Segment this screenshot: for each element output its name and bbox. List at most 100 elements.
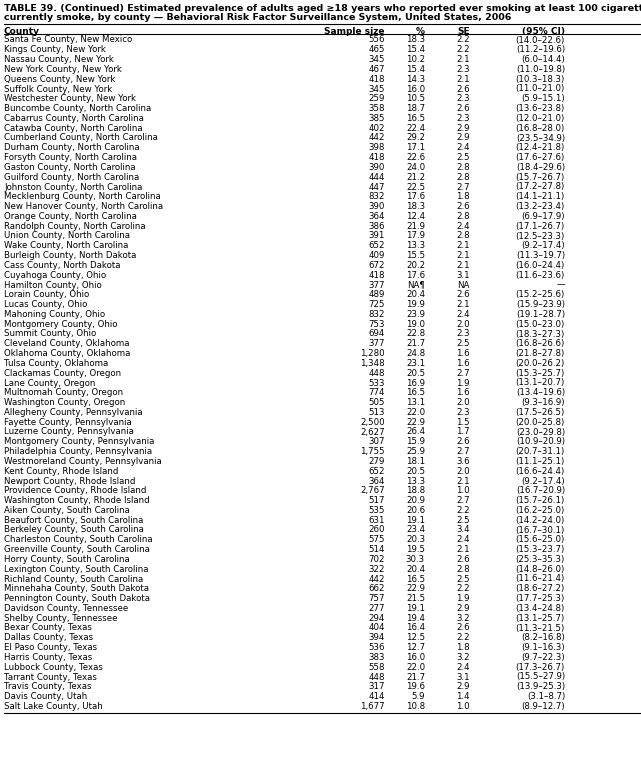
Text: (20.0–25.8): (20.0–25.8) <box>516 418 565 427</box>
Text: 345: 345 <box>369 85 385 94</box>
Text: 672: 672 <box>369 261 385 270</box>
Text: Clackamas County, Oregon: Clackamas County, Oregon <box>4 369 121 378</box>
Text: (15.9–23.9): (15.9–23.9) <box>516 300 565 309</box>
Text: Kent County, Rhode Island: Kent County, Rhode Island <box>4 466 119 475</box>
Text: 2.3: 2.3 <box>456 329 470 338</box>
Text: (10.9–20.9): (10.9–20.9) <box>516 437 565 447</box>
Text: 757: 757 <box>369 594 385 603</box>
Text: 16.9: 16.9 <box>406 379 425 388</box>
Text: Summit County, Ohio: Summit County, Ohio <box>4 329 96 338</box>
Text: (19.1–28.7): (19.1–28.7) <box>516 310 565 319</box>
Text: 390: 390 <box>369 202 385 211</box>
Text: (13.9–25.3): (13.9–25.3) <box>516 682 565 691</box>
Text: (13.4–19.6): (13.4–19.6) <box>516 389 565 397</box>
Text: 22.5: 22.5 <box>406 183 425 191</box>
Text: 17.6: 17.6 <box>406 192 425 201</box>
Text: 386: 386 <box>369 222 385 231</box>
Text: SE: SE <box>458 27 470 36</box>
Text: El Paso County, Texas: El Paso County, Texas <box>4 643 97 652</box>
Text: Tarrant County, Texas: Tarrant County, Texas <box>4 673 97 681</box>
Text: 442: 442 <box>369 575 385 584</box>
Text: 394: 394 <box>369 633 385 642</box>
Text: 10.8: 10.8 <box>406 702 425 711</box>
Text: Durham County, North Carolina: Durham County, North Carolina <box>4 143 140 152</box>
Text: (6.9–17.9): (6.9–17.9) <box>522 212 565 221</box>
Text: Dallas County, Texas: Dallas County, Texas <box>4 633 93 642</box>
Text: 22.9: 22.9 <box>406 584 425 594</box>
Text: Harris County, Texas: Harris County, Texas <box>4 653 92 662</box>
Text: 277: 277 <box>369 604 385 613</box>
Text: 465: 465 <box>369 45 385 54</box>
Text: Cumberland County, North Carolina: Cumberland County, North Carolina <box>4 133 158 142</box>
Text: 13.3: 13.3 <box>406 476 425 485</box>
Text: 2.3: 2.3 <box>456 94 470 104</box>
Text: 2.9: 2.9 <box>456 682 470 691</box>
Text: 3.6: 3.6 <box>456 457 470 466</box>
Text: 409: 409 <box>369 251 385 260</box>
Text: 536: 536 <box>369 643 385 652</box>
Text: 16.4: 16.4 <box>406 623 425 632</box>
Text: Charleston County, South Carolina: Charleston County, South Carolina <box>4 535 153 544</box>
Text: 21.9: 21.9 <box>406 222 425 231</box>
Text: 517: 517 <box>369 496 385 505</box>
Text: 20.6: 20.6 <box>406 506 425 515</box>
Text: 383: 383 <box>369 653 385 662</box>
Text: 260: 260 <box>369 526 385 534</box>
Text: (16.6–24.4): (16.6–24.4) <box>516 466 565 475</box>
Text: Cabarrus County, North Carolina: Cabarrus County, North Carolina <box>4 114 144 123</box>
Text: 2.3: 2.3 <box>456 65 470 74</box>
Text: 1.4: 1.4 <box>456 692 470 701</box>
Text: (15.2–25.6): (15.2–25.6) <box>516 290 565 299</box>
Text: 1.6: 1.6 <box>456 349 470 358</box>
Text: 1.6: 1.6 <box>456 389 470 397</box>
Text: (5.9–15.1): (5.9–15.1) <box>521 94 565 104</box>
Text: 12.7: 12.7 <box>406 643 425 652</box>
Text: 2.6: 2.6 <box>456 290 470 299</box>
Text: (15.7–26.7): (15.7–26.7) <box>516 173 565 181</box>
Text: 2.1: 2.1 <box>456 242 470 250</box>
Text: 556: 556 <box>369 36 385 44</box>
Text: Westchester County, New York: Westchester County, New York <box>4 94 136 104</box>
Text: 20.2: 20.2 <box>406 261 425 270</box>
Text: 2,500: 2,500 <box>360 418 385 427</box>
Text: 2.6: 2.6 <box>456 104 470 113</box>
Text: 16.5: 16.5 <box>406 389 425 397</box>
Text: Mecklenburg County, North Carolina: Mecklenburg County, North Carolina <box>4 192 161 201</box>
Text: (21.8–27.8): (21.8–27.8) <box>516 349 565 358</box>
Text: 2.4: 2.4 <box>456 143 470 152</box>
Text: 2.1: 2.1 <box>456 476 470 485</box>
Text: Lexington County, South Carolina: Lexington County, South Carolina <box>4 565 149 574</box>
Text: 2.0: 2.0 <box>456 398 470 407</box>
Text: 23.9: 23.9 <box>406 310 425 319</box>
Text: 2.8: 2.8 <box>456 173 470 181</box>
Text: 17.6: 17.6 <box>406 271 425 280</box>
Text: (15.5–27.9): (15.5–27.9) <box>516 673 565 681</box>
Text: (13.4–24.8): (13.4–24.8) <box>516 604 565 613</box>
Text: 3.2: 3.2 <box>456 613 470 623</box>
Text: County: County <box>4 27 40 36</box>
Text: (8.9–12.7): (8.9–12.7) <box>521 702 565 711</box>
Text: 18.3: 18.3 <box>406 202 425 211</box>
Text: (14.8–26.0): (14.8–26.0) <box>516 565 565 574</box>
Text: Allegheny County, Pennsylvania: Allegheny County, Pennsylvania <box>4 408 143 417</box>
Text: 2,767: 2,767 <box>360 486 385 495</box>
Text: 1.8: 1.8 <box>456 192 470 201</box>
Text: Queens County, New York: Queens County, New York <box>4 75 115 84</box>
Text: 22.0: 22.0 <box>406 663 425 671</box>
Text: Davidson County, Tennessee: Davidson County, Tennessee <box>4 604 128 613</box>
Text: 652: 652 <box>369 242 385 250</box>
Text: Wake County, North Carolina: Wake County, North Carolina <box>4 242 128 250</box>
Text: 5.9: 5.9 <box>412 692 425 701</box>
Text: 2.7: 2.7 <box>456 447 470 456</box>
Text: 2.6: 2.6 <box>456 85 470 94</box>
Text: Kings County, New York: Kings County, New York <box>4 45 106 54</box>
Text: 652: 652 <box>369 466 385 475</box>
Text: %: % <box>416 27 425 36</box>
Text: 18.8: 18.8 <box>406 486 425 495</box>
Text: (20.0–26.2): (20.0–26.2) <box>516 359 565 368</box>
Text: 404: 404 <box>369 623 385 632</box>
Text: (15.0–23.0): (15.0–23.0) <box>516 320 565 328</box>
Text: 1,677: 1,677 <box>360 702 385 711</box>
Text: 2.6: 2.6 <box>456 202 470 211</box>
Text: (11.3–21.5): (11.3–21.5) <box>516 623 565 632</box>
